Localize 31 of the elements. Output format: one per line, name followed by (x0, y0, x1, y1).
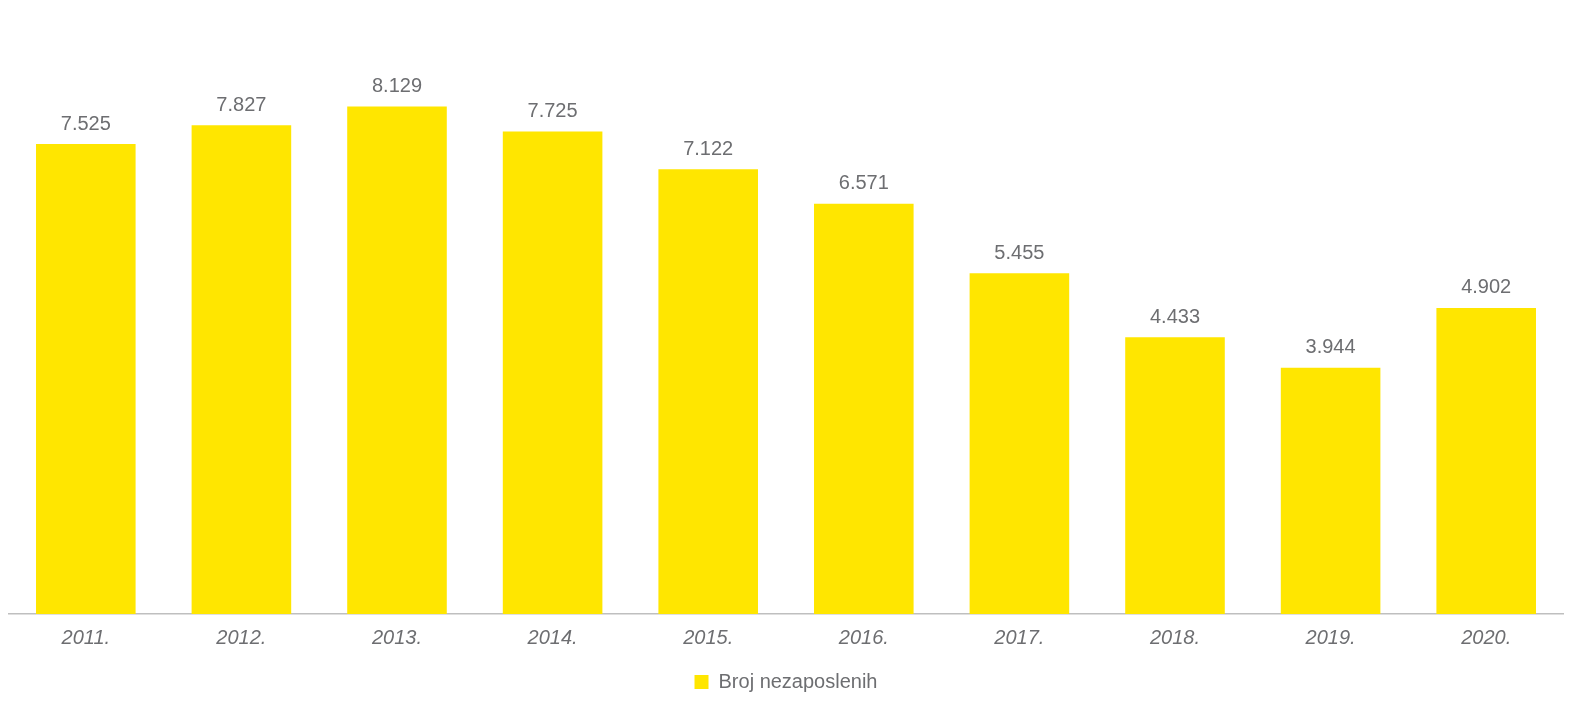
data-label: 7.827 (216, 92, 267, 115)
bar (814, 203, 914, 614)
bar (1125, 337, 1225, 614)
x-tick-label: 2011. (60, 625, 111, 648)
bar (347, 106, 447, 614)
x-tick-label: 2017. (993, 625, 1045, 648)
bar (658, 169, 758, 614)
x-tick-label: 2013. (370, 625, 423, 648)
x-tick-label: 2020. (1460, 625, 1512, 648)
data-label: 7.725 (527, 99, 578, 122)
bar (36, 144, 136, 614)
x-tick-label: 2014. (526, 625, 578, 648)
bar (969, 273, 1070, 614)
x-tick-label: 2015. (682, 625, 734, 648)
bar (191, 125, 292, 614)
x-tick-label: 2019. (1304, 625, 1356, 648)
data-label: 5.455 (994, 240, 1045, 263)
bar (1280, 367, 1381, 614)
data-label: 3.944 (1305, 335, 1356, 358)
data-label: 6.571 (838, 171, 889, 194)
x-tick-label: 2016. (837, 625, 889, 648)
legend-label: Broj nezaposlenih (718, 669, 878, 692)
bar (502, 131, 603, 614)
data-label: 4.433 (1149, 304, 1201, 327)
data-label: 7.122 (683, 136, 734, 159)
data-label: 4.902 (1461, 275, 1512, 298)
x-tick-label: 2018. (1148, 625, 1201, 648)
x-tick-label: 2012. (215, 625, 267, 648)
data-label: 8.129 (371, 73, 423, 96)
data-label: 7.525 (60, 111, 111, 134)
bar (1436, 307, 1536, 614)
